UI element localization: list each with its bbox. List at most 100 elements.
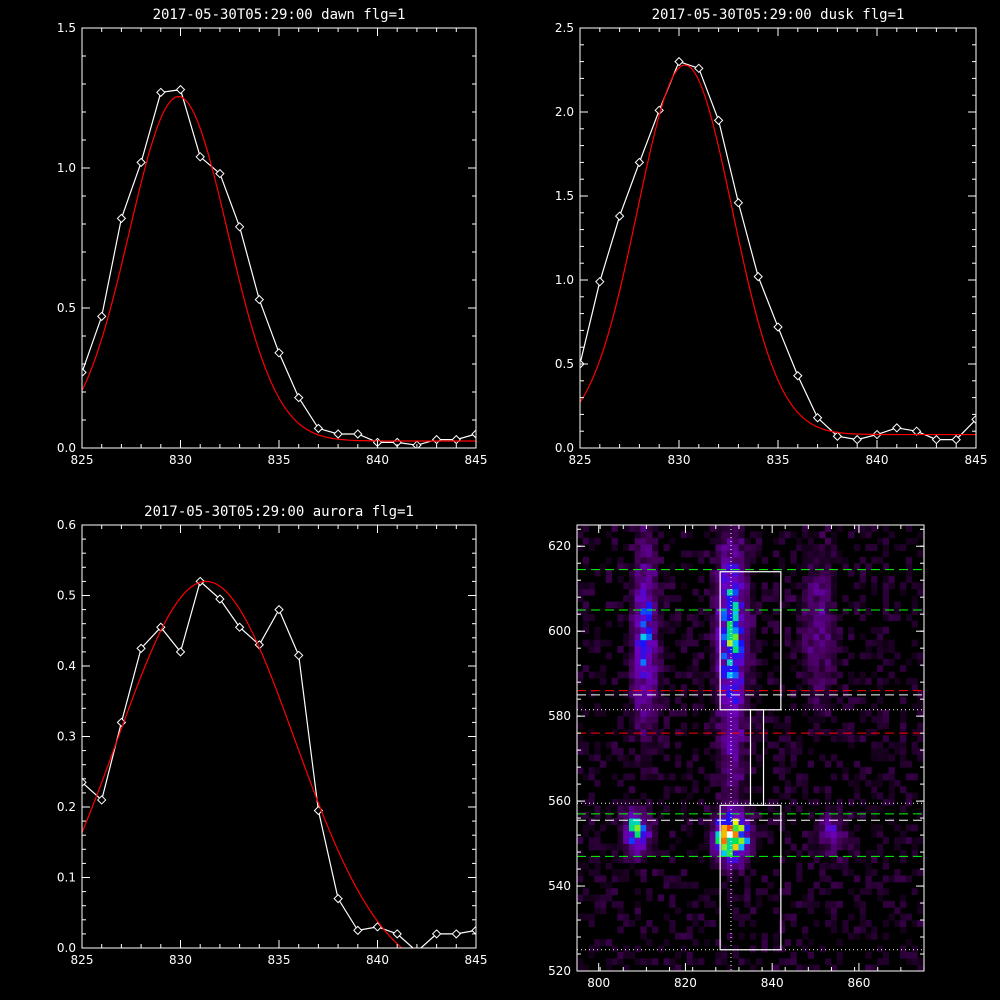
heatmap-cell xyxy=(836,614,843,622)
heatmap-cell xyxy=(853,677,861,685)
heatmap-cell xyxy=(640,607,647,615)
heatmap-cell xyxy=(721,537,728,545)
heatmap-cell xyxy=(703,900,711,908)
heatmap-cell xyxy=(640,824,647,832)
heatmap-cell xyxy=(698,620,705,628)
heatmap-cell xyxy=(888,575,895,583)
heatmap-cell xyxy=(750,633,757,641)
heatmap-cell xyxy=(807,697,815,704)
heatmap-cell xyxy=(738,658,745,666)
heatmap-cell xyxy=(634,722,641,730)
y-tick-label: 620 xyxy=(548,539,571,553)
heatmap-cell xyxy=(876,754,884,762)
heatmap-cell xyxy=(709,709,716,717)
heatmap-cell xyxy=(651,626,659,634)
heatmap-cell xyxy=(830,595,838,602)
heatmap-cell xyxy=(577,869,584,876)
heatmap-cell xyxy=(836,760,843,768)
heatmap-cell xyxy=(830,856,838,864)
heatmap-cell xyxy=(790,760,797,768)
heatmap-cell xyxy=(605,531,613,539)
heatmap-cell xyxy=(721,716,728,724)
heatmap-cell xyxy=(830,607,838,615)
heatmap-cell xyxy=(917,811,924,819)
heatmap-cell xyxy=(634,837,641,845)
heatmap-cell xyxy=(819,544,826,551)
data-point xyxy=(175,84,186,95)
heatmap-cell xyxy=(900,900,907,908)
heatmap-cell xyxy=(732,614,740,622)
data-point xyxy=(471,429,476,439)
data-point xyxy=(931,434,942,445)
heatmap-cell xyxy=(738,677,745,685)
heatmap-cell xyxy=(669,652,676,660)
x-tick-label: 825 xyxy=(71,953,94,967)
heatmap-cell xyxy=(726,588,734,596)
y-tick-label: 2.0 xyxy=(555,105,574,119)
heatmap-cell xyxy=(819,588,826,596)
heatmap-cell xyxy=(657,773,665,781)
heatmap-cell xyxy=(628,569,636,577)
heatmap-cell xyxy=(853,900,861,908)
heatmap-cell xyxy=(784,849,791,857)
heatmap-cell xyxy=(744,569,751,577)
heatmap-cell xyxy=(657,945,665,953)
heatmap-cell xyxy=(773,588,780,596)
heatmap-cell xyxy=(848,601,855,609)
heatmap-cell xyxy=(859,614,866,622)
heatmap-cell xyxy=(848,811,855,819)
heatmap-cell xyxy=(744,550,751,558)
heatmap-cell xyxy=(882,773,890,781)
heatmap-cell xyxy=(819,754,826,762)
heatmap-cell xyxy=(767,595,774,602)
heatmap-cell xyxy=(709,856,716,864)
heatmap-cell xyxy=(801,544,809,551)
heatmap-cell xyxy=(628,811,636,819)
heatmap-cell xyxy=(721,677,728,685)
heatmap-cell xyxy=(853,735,861,743)
heatmap-cell xyxy=(669,709,676,717)
heatmap-cell xyxy=(721,582,728,590)
heatmap-cell xyxy=(634,945,641,953)
heatmap-cell xyxy=(715,633,722,641)
heatmap-cell xyxy=(778,945,786,953)
heatmap-cell xyxy=(686,550,693,558)
heatmap-cell xyxy=(848,741,855,749)
heatmap-cell xyxy=(605,964,613,971)
heatmap-cell xyxy=(888,646,895,653)
heatmap-cell xyxy=(911,639,918,647)
heatmap-cell xyxy=(732,722,740,730)
heatmap-cell xyxy=(842,658,849,666)
heatmap-cell xyxy=(703,894,711,902)
heatmap-cell xyxy=(709,582,716,590)
y-tick-label: 0.3 xyxy=(57,730,76,744)
heatmap-cell xyxy=(836,830,843,838)
heatmap-cell xyxy=(663,881,670,889)
heatmap-cell xyxy=(825,843,832,851)
heatmap-cell xyxy=(686,958,693,966)
heatmap-cell xyxy=(761,639,768,647)
heatmap-cell xyxy=(830,556,838,564)
heatmap-cell xyxy=(900,951,907,959)
heatmap-cell xyxy=(646,665,653,673)
heatmap-cell xyxy=(669,563,676,571)
heatmap-cell xyxy=(911,837,918,845)
heatmap-cell xyxy=(738,595,745,602)
heatmap-cell xyxy=(750,805,757,813)
heatmap-cell xyxy=(628,563,636,571)
heatmap-cell xyxy=(807,862,815,870)
heatmap-cell xyxy=(848,798,855,806)
heatmap-cell xyxy=(859,907,866,915)
heatmap-cell xyxy=(634,754,641,762)
heatmap-cell xyxy=(750,607,757,615)
heatmap-cell xyxy=(778,926,786,934)
heatmap-cell xyxy=(623,658,630,666)
heatmap-cell xyxy=(750,849,757,857)
heatmap-cell xyxy=(594,537,601,545)
heatmap-cell xyxy=(611,544,618,551)
heatmap-cell xyxy=(634,907,641,915)
heatmap-cell xyxy=(640,537,647,545)
heatmap-cell xyxy=(680,633,688,641)
heatmap-cell xyxy=(813,677,820,685)
heatmap-cell xyxy=(744,760,751,768)
